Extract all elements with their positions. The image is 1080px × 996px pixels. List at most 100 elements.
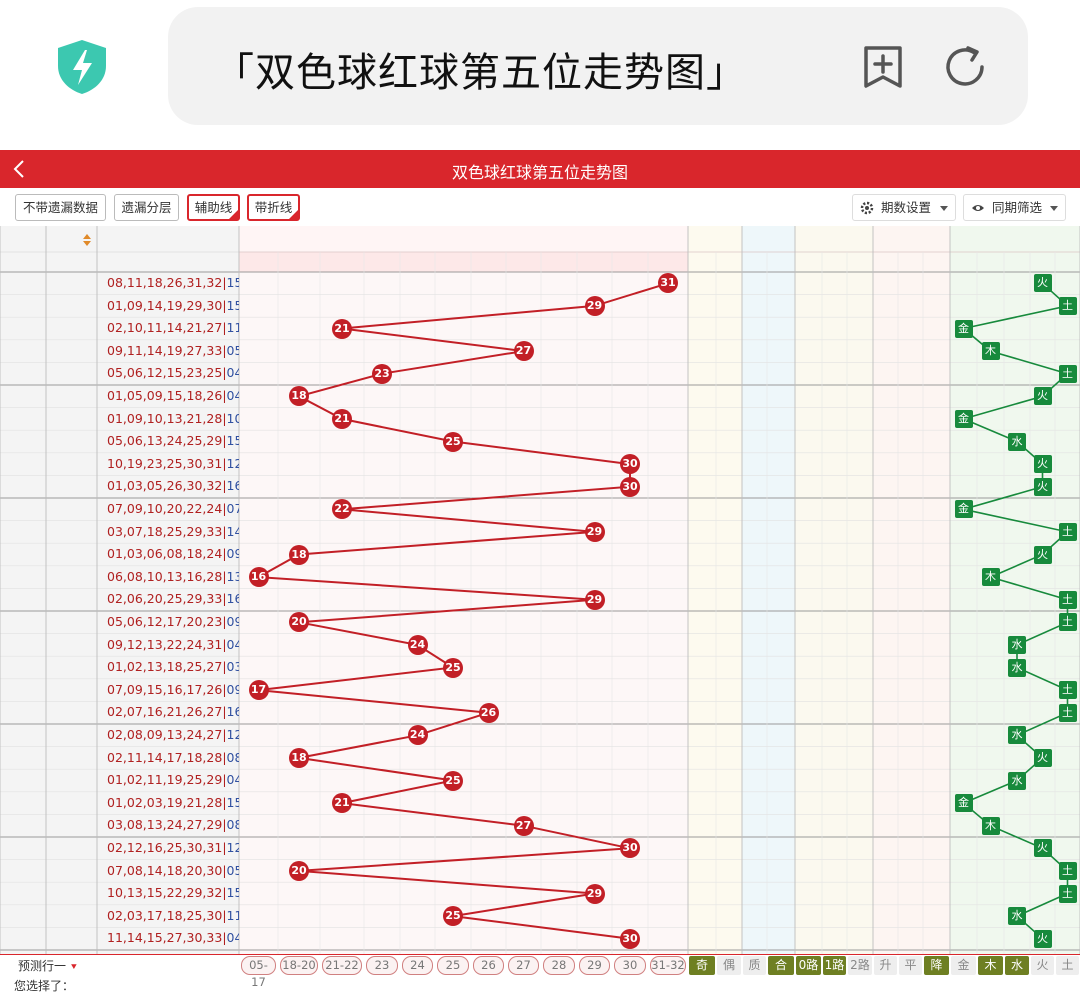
- omission-value: [822, 362, 847, 385]
- blue-ball: 10: [226, 410, 239, 426]
- hit-tag: [873, 588, 898, 611]
- predict-chip[interactable]: 05-17: [241, 956, 276, 989]
- predict-toggle[interactable]: 降: [924, 956, 949, 975]
- omission-value: [898, 272, 923, 295]
- wuxing-hit: 火: [1033, 387, 1052, 406]
- polyline-button[interactable]: 带折线: [247, 194, 300, 221]
- auxiliary-line-button[interactable]: 辅助线: [187, 194, 240, 221]
- omission-value: [320, 634, 364, 657]
- sub-col-header: [1004, 252, 1030, 272]
- predict-chip[interactable]: 30: [614, 956, 646, 975]
- predict-toggle[interactable]: 木: [978, 956, 1003, 975]
- predict-toggle[interactable]: 火: [1031, 956, 1054, 975]
- predict-chip[interactable]: 21-22: [322, 956, 362, 975]
- predict-toggle[interactable]: 水: [1005, 956, 1029, 975]
- separator: |: [222, 388, 227, 403]
- search-query-text[interactable]: 「双色球红球第五位走势图」: [214, 50, 747, 96]
- red-balls: 07,08,14,18,20,30: [107, 862, 223, 878]
- predict-toggle[interactable]: 土: [1056, 956, 1079, 975]
- omission-value: [239, 272, 278, 295]
- back-arrow-icon[interactable]: [10, 157, 28, 181]
- same-period-filter-dropdown[interactable]: 同期筛选: [963, 194, 1066, 221]
- omission-layer-button[interactable]: 遗漏分层: [114, 194, 179, 221]
- omission-value: [898, 860, 923, 883]
- hit-tag: [688, 905, 716, 928]
- predict-toggle[interactable]: 金: [951, 956, 976, 975]
- omission-value: [577, 543, 612, 566]
- double-chevron-down-icon[interactable]: ⯆: [69, 962, 78, 973]
- omission-value: [320, 679, 364, 702]
- omission-value: [898, 588, 923, 611]
- omission-value: [873, 724, 898, 747]
- predict-chip[interactable]: 28: [543, 956, 575, 975]
- hit-tag: [873, 769, 898, 792]
- separator: |: [222, 794, 227, 810]
- hit-tag: [767, 769, 795, 792]
- omission-value: [1004, 679, 1030, 702]
- hit-tag: [873, 634, 898, 657]
- omission-value: [742, 747, 767, 770]
- predict-toggle[interactable]: 0路: [796, 956, 821, 975]
- hit-tag: [688, 430, 716, 453]
- no-omission-data-button[interactable]: 不带遗漏数据: [15, 194, 106, 221]
- refresh-icon[interactable]: [942, 44, 988, 90]
- omission-value: [873, 679, 898, 702]
- predict-chip[interactable]: 27: [508, 956, 539, 975]
- predict-toggle[interactable]: 平: [899, 956, 922, 975]
- omission-value: [648, 453, 688, 476]
- predict-toggle[interactable]: 升: [874, 956, 897, 975]
- award-numbers: 01,02,11,19,25,29|04: [97, 769, 239, 792]
- omission-value: [950, 385, 977, 408]
- dist-col-header: [541, 252, 577, 272]
- omission-value: [1004, 588, 1030, 611]
- predict-toggle[interactable]: 1路: [823, 956, 846, 975]
- hit-tag: [873, 340, 898, 363]
- predict-chip[interactable]: 25: [437, 956, 469, 975]
- period-settings-dropdown[interactable]: 期数设置: [852, 194, 956, 221]
- sub-col-header: [923, 252, 950, 272]
- hit-tag: [795, 453, 822, 476]
- predict-chip[interactable]: 26: [473, 956, 504, 975]
- omission-value: [822, 792, 847, 815]
- predict-chip[interactable]: 18-20: [280, 956, 318, 975]
- predict-toggle[interactable]: 偶: [717, 956, 741, 975]
- omission-value: [1004, 340, 1030, 363]
- dist-col-header: [364, 252, 400, 272]
- period-header[interactable]: [46, 226, 97, 272]
- omission-value: [320, 566, 364, 589]
- omission-value: [950, 882, 977, 905]
- hit-tag: [688, 272, 716, 295]
- predict-chip[interactable]: 29: [579, 956, 610, 975]
- predict-toggle[interactable]: 奇: [689, 956, 715, 975]
- omission-value: [435, 272, 471, 295]
- sort-icon[interactable]: [83, 234, 91, 248]
- hit-tag: [923, 792, 950, 815]
- red-balls: 05,06,12,15,23,25: [107, 365, 223, 381]
- omission-value: [1030, 362, 1055, 385]
- omission-value: [320, 724, 364, 747]
- group-header: [950, 226, 1080, 252]
- predict-chip[interactable]: 31-32: [650, 956, 686, 975]
- omission-value: [1004, 498, 1030, 521]
- omission-value: [977, 430, 1004, 453]
- predict-toggle[interactable]: 2路: [848, 956, 872, 975]
- omission-value: [239, 634, 278, 657]
- omission-value: [320, 475, 364, 498]
- predict-chip[interactable]: 23: [366, 956, 398, 975]
- add-bookmark-icon[interactable]: [860, 44, 906, 90]
- separator: |: [222, 840, 227, 855]
- omission-value: [950, 905, 977, 928]
- shield-lightning-icon[interactable]: [54, 38, 110, 96]
- row-index: [0, 611, 46, 634]
- hit-tag: [767, 498, 795, 521]
- predict-chip[interactable]: 24: [402, 956, 433, 975]
- predict-toggle[interactable]: 合: [768, 956, 794, 975]
- predict-toggle[interactable]: 质: [743, 956, 766, 975]
- page-title: 双色球红球第五位走势图: [451, 163, 628, 182]
- hit-tag: [923, 611, 950, 634]
- omission-value: [506, 385, 541, 408]
- omission-value: [471, 927, 506, 950]
- omission-value: [923, 927, 950, 950]
- omission-value: [688, 837, 716, 860]
- omission-value: [400, 814, 435, 837]
